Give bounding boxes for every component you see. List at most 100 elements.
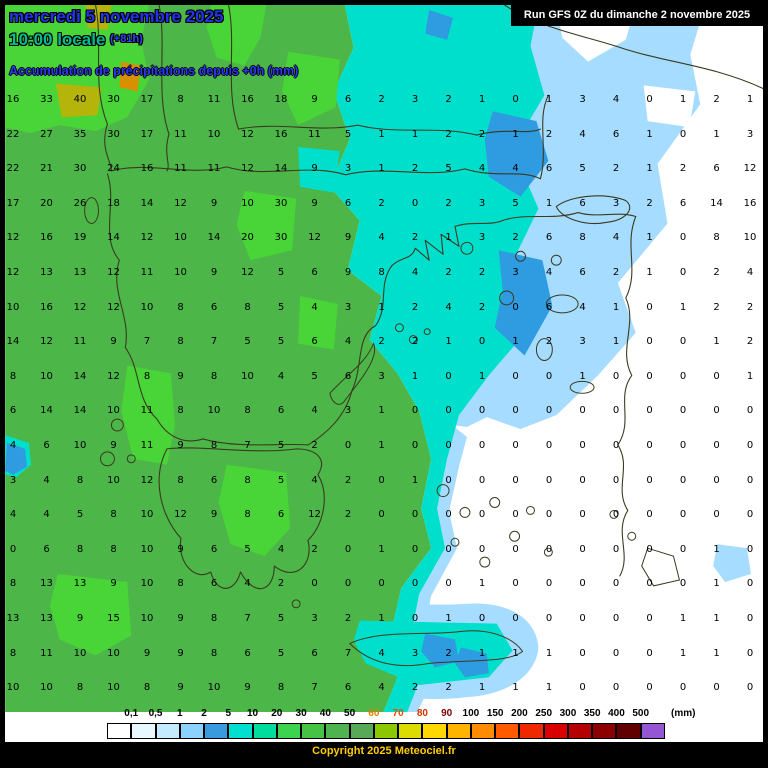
precip-value: 4: [545, 267, 553, 278]
precip-value: 1: [445, 336, 452, 348]
precip-value: 2: [411, 336, 419, 348]
precip-value: 0: [746, 474, 754, 486]
precip-value: 2: [478, 301, 486, 313]
precip-value: 6: [344, 370, 352, 382]
legend-threshold-label: 30: [295, 708, 307, 719]
precip-value: 4: [579, 128, 586, 140]
precip-value: 40: [73, 94, 87, 105]
precip-value: 9: [177, 543, 184, 555]
legend-swatch: [495, 723, 520, 739]
precip-value: 4: [311, 405, 318, 417]
precip-value: 0: [713, 474, 720, 486]
precip-value: 1: [679, 647, 687, 659]
precip-value: 6: [679, 197, 687, 209]
precip-value: 8: [244, 405, 251, 417]
precip-value: 0: [646, 474, 653, 486]
precip-value: 0: [646, 405, 653, 417]
precip-value: 10: [140, 543, 154, 555]
precip-value: 30: [274, 197, 288, 209]
precip-value: 0: [646, 578, 653, 590]
precip-value: 2: [445, 682, 452, 694]
legend-threshold-label: 50: [344, 708, 356, 719]
precip-value: 16: [6, 94, 20, 105]
legend-threshold-label: 500: [632, 708, 650, 719]
precip-value: 9: [311, 94, 318, 105]
precip-value: 2: [646, 197, 653, 209]
precip-value: 8: [177, 578, 184, 590]
precip-value: 5: [311, 370, 318, 382]
precip-value: 1: [378, 405, 385, 417]
precip-value: 0: [579, 405, 586, 417]
precip-value: 1: [679, 94, 687, 105]
precip-value: 9: [177, 370, 184, 382]
legend-swatch: [640, 723, 665, 739]
precip-value: 2: [612, 163, 620, 175]
precip-value: 0: [445, 578, 452, 590]
precip-value: 0: [478, 336, 486, 348]
precip-value: 9: [344, 267, 352, 278]
precip-value: 2: [545, 128, 553, 140]
map-area: 16 33 40 30 17 8 11 16 18 9 6 2 3 2 1 0 1 3 4 0 1 2 1 22 27 35 30 1…: [5, 5, 763, 742]
precip-value: 12: [73, 301, 87, 313]
precip-value: 10: [6, 682, 20, 694]
precip-value: 0: [579, 578, 586, 590]
precip-value: 9: [210, 197, 218, 209]
precip-value: 6: [210, 474, 218, 486]
precip-value: 9: [177, 613, 184, 624]
precip-value: 3: [512, 267, 519, 278]
precip-value: 1: [411, 370, 419, 382]
forecast-hour-offset: (+81h): [110, 33, 143, 45]
precip-value: 5: [277, 336, 285, 348]
precip-value: 24: [107, 163, 120, 175]
precip-value: 6: [713, 163, 720, 175]
precip-value: 5: [244, 543, 251, 555]
precip-value: 0: [478, 405, 486, 417]
precip-value: 0: [713, 509, 720, 521]
precip-value: 1: [612, 301, 620, 313]
precip-value: 5: [277, 647, 285, 659]
precip-value: 8: [9, 578, 17, 590]
precip-value: 15: [107, 613, 120, 624]
precip-value: 13: [73, 578, 87, 590]
precip-value: 4: [277, 370, 285, 382]
precip-value: 10: [241, 370, 254, 382]
precip-value: 6: [210, 301, 218, 313]
precip-value: 9: [311, 197, 318, 209]
legend-swatch: [373, 723, 398, 739]
precip-value: 10: [207, 128, 221, 140]
precip-value: 30: [73, 163, 87, 175]
precip-value: 0: [679, 405, 687, 417]
precip-value: 16: [241, 94, 254, 105]
precip-value: 2: [679, 163, 687, 175]
legend-swatch: [179, 723, 204, 739]
precip-value: 2: [713, 94, 720, 105]
precip-value: 0: [478, 543, 486, 555]
precip-value: 10: [40, 370, 53, 382]
dry-pocket: [643, 85, 696, 128]
precip-value: 8: [76, 543, 84, 555]
precip-value: 10: [6, 301, 20, 313]
precip-value: 3: [411, 647, 419, 659]
precip-value: 0: [713, 440, 720, 451]
precip-value: 2: [411, 232, 419, 244]
precip-value: 8: [244, 474, 251, 486]
precip-value: 0: [746, 543, 754, 555]
precip-value: 7: [244, 613, 251, 624]
precip-value: 0: [445, 543, 452, 555]
precip-value: 12: [107, 267, 120, 278]
precip-value: 0: [445, 405, 452, 417]
precip-value: 1: [545, 682, 553, 694]
precip-value: 0: [411, 197, 419, 209]
legend-swatch: [616, 723, 641, 739]
precipitation-map: [5, 5, 763, 713]
precip-value: 6: [545, 163, 553, 175]
precip-value: 8: [177, 405, 184, 417]
precip-value: 11: [40, 647, 53, 659]
precip-value: 4: [612, 232, 620, 244]
precip-value: 0: [612, 613, 620, 624]
precip-value: 0: [411, 509, 419, 521]
precip-value: 9: [311, 163, 318, 175]
precip-value: 0: [512, 370, 519, 382]
precip-value: 0: [545, 509, 553, 521]
precip-value: 18: [274, 94, 288, 105]
